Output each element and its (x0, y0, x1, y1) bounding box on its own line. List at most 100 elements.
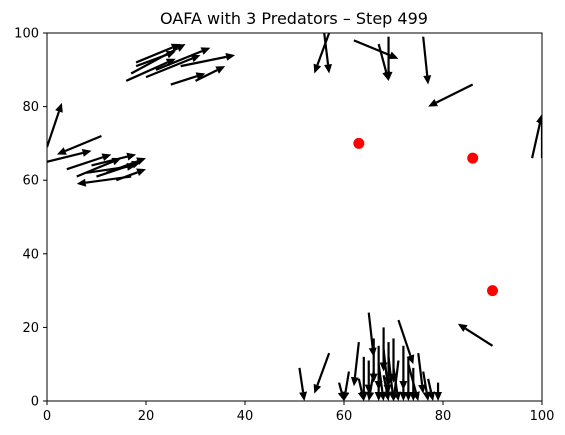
boid-arrow-head (313, 383, 322, 394)
boid-arrow-head (427, 391, 436, 401)
boid-arrow (397, 319, 415, 365)
y-tick-label: 40 (22, 247, 39, 262)
boid-arrow (313, 33, 331, 74)
boid-arrow-shaft (47, 151, 84, 163)
boid-arrows (47, 33, 542, 401)
boid-arrow (323, 33, 333, 74)
boid-arrow (135, 50, 176, 68)
boid-arrow-head (379, 362, 388, 372)
boid-arrow-shaft (85, 175, 132, 184)
boid-arrow (313, 352, 331, 394)
boid-arrow (135, 43, 181, 64)
boid-arrow-shaft (316, 33, 331, 66)
boid-arrow (106, 157, 146, 174)
boid-arrow-shaft (64, 135, 102, 153)
boid-arrow (155, 47, 211, 71)
boid-arrow-shaft (91, 155, 128, 167)
boid-arrow-head (101, 153, 112, 162)
boid-arrow-head (393, 391, 402, 401)
boid-arrow (350, 341, 360, 387)
boid-arrow-head (374, 392, 383, 401)
boid-arrow (457, 323, 494, 347)
y-tick-label: 20 (22, 321, 39, 336)
boid-arrow-head (428, 99, 438, 107)
boid-arrow-head (388, 51, 399, 60)
boid-arrow-shaft (367, 312, 374, 349)
boid-arrow-head (399, 392, 408, 401)
boid-arrow (180, 52, 236, 68)
x-tick-label: 80 (435, 409, 452, 424)
boid-arrow-shaft (435, 83, 474, 104)
boid-arrow-head (136, 168, 146, 177)
boid-arrow (417, 353, 427, 394)
boid-arrow (384, 36, 393, 81)
boid-arrow (357, 378, 366, 401)
boid-arrow-head (55, 102, 63, 113)
boid-arrow-shaft (357, 378, 363, 393)
x-tick-label: 0 (43, 409, 51, 424)
boid-arrow-head (165, 50, 176, 59)
boid-arrow-head (170, 43, 181, 52)
boid-arrow (47, 149, 92, 163)
predator-point (467, 152, 479, 164)
boid-arrow-head (423, 75, 432, 85)
boid-arrow (76, 175, 132, 187)
y-tick-label: 60 (22, 174, 39, 189)
boid-arrow-shaft (170, 75, 198, 86)
boid-arrow-head (126, 152, 137, 161)
boid-arrow (407, 363, 420, 401)
predator-point (353, 137, 365, 149)
boid-arrow-head (200, 47, 211, 55)
boid-arrow-shaft (344, 371, 351, 393)
boid-arrow (353, 39, 399, 60)
boid-arrow (427, 378, 436, 401)
boid-arrow (382, 375, 391, 401)
chart-title: OAFA with 3 Predators – Step 499 (160, 9, 428, 28)
y-tick-label: 0 (31, 395, 39, 410)
boid-arrow-head (364, 384, 373, 394)
boid-arrow-shaft (353, 341, 360, 378)
boid-arrow-shaft (180, 55, 227, 68)
y-tick-label: 80 (22, 100, 39, 115)
boid-arrow-shaft (195, 69, 218, 82)
plot-frame (46, 32, 543, 402)
boid-arrow-shaft (106, 160, 138, 174)
boid-arrow-head (457, 323, 468, 332)
boid-arrow (56, 135, 102, 155)
boid-arrow-shaft (531, 122, 542, 159)
boid-arrow-shaft (47, 111, 61, 148)
boid-arrow-shaft (66, 156, 104, 171)
boid-arrow (47, 102, 63, 148)
boid-arrow-shaft (353, 39, 391, 57)
x-tick-label: 100 (530, 409, 555, 424)
boid-arrow-head (341, 391, 350, 401)
boid-arrow (434, 382, 443, 401)
boid-arrow-shaft (392, 367, 399, 393)
boid-arrow-head (190, 54, 201, 63)
boid-arrow-shaft (145, 57, 193, 79)
boid-arrow-shaft (417, 353, 424, 385)
boid-arrow (91, 152, 137, 167)
boid-arrow-shaft (422, 371, 428, 393)
boid-arrow-shaft (464, 327, 494, 347)
boid-arrow (66, 153, 112, 171)
x-tick-label: 60 (336, 409, 353, 424)
boid-arrow-head (366, 391, 375, 401)
boid-arrow-shaft (76, 160, 114, 178)
boid-arrow-shaft (422, 36, 429, 76)
boid-arrow-head (76, 178, 87, 187)
boid-arrow-head (418, 384, 427, 394)
predator-point (487, 285, 498, 297)
boid-arrow (298, 367, 308, 401)
boid-arrow (399, 378, 408, 401)
boid-arrow-shaft (377, 43, 388, 73)
boid-arrow-head (225, 52, 236, 61)
boid-arrow (374, 386, 383, 401)
boid-arrow-head (538, 113, 542, 123)
boid-arrow (392, 367, 402, 401)
boid-arrow-head (195, 72, 206, 81)
boid-arrow (428, 83, 474, 107)
boid-arrow-head (299, 391, 308, 401)
